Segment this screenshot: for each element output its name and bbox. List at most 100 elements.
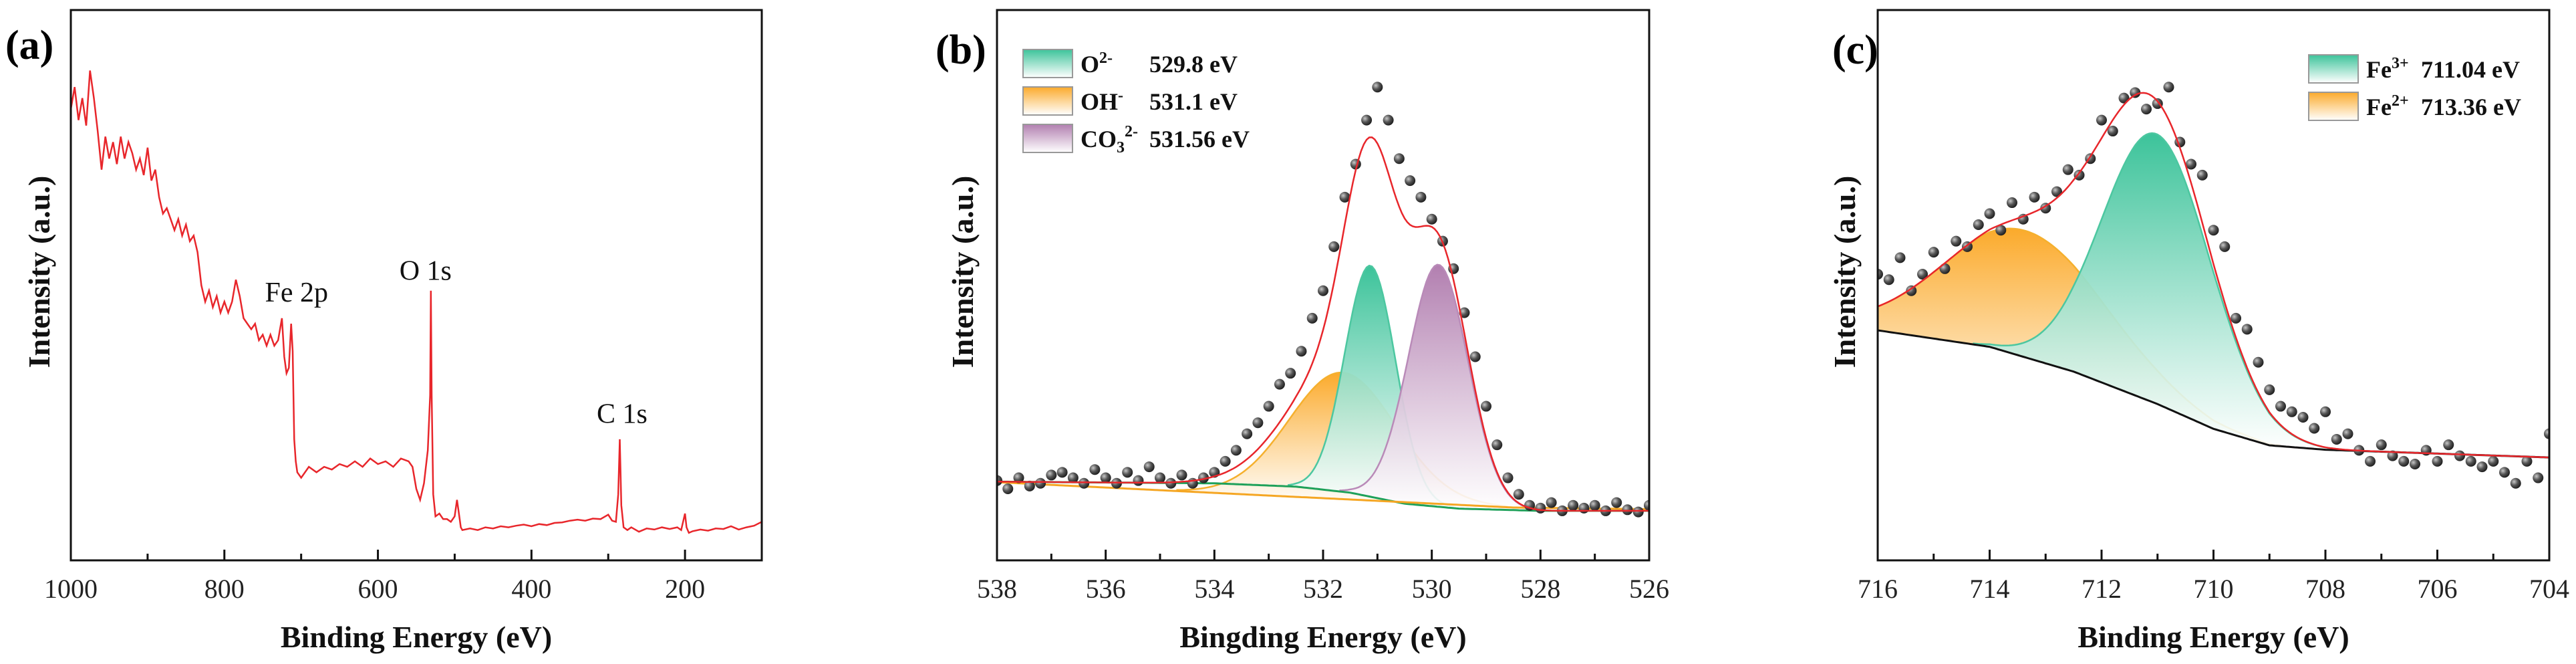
data-point <box>1481 401 1491 412</box>
data-point <box>2398 455 2410 467</box>
legend-ion: Fe <box>2366 56 2392 83</box>
x-tick-label: 704 <box>2529 574 2569 604</box>
data-point <box>1079 477 1090 489</box>
legend-value: 529.8 eV <box>1149 51 1238 78</box>
data-point <box>1632 506 1644 518</box>
peak-annotation: O 1s <box>400 255 452 286</box>
legend-sup: 2+ <box>2392 92 2409 110</box>
legend-label: CO32- <box>1081 123 1138 156</box>
legend-swatch <box>1022 124 1073 153</box>
data-point <box>1274 378 1285 390</box>
peak-annotation: C 1s <box>597 399 648 429</box>
data-point <box>2073 169 2085 181</box>
data-point <box>1995 225 2007 236</box>
x-tick-label: 712 <box>2082 574 2122 604</box>
data-point <box>1176 469 1187 481</box>
data-point <box>2286 406 2297 417</box>
data-point <box>2062 164 2073 175</box>
legend-value: 711.04 eV <box>2421 56 2520 83</box>
survey-line <box>71 70 762 534</box>
envelope-fit-line <box>1878 92 2549 459</box>
data-point <box>2320 406 2331 417</box>
panel-a: Fe 2p O 1s C 1s 1000 800 600 400 200 Binding Ene… <box>5 9 763 654</box>
legend-ion: CO <box>1081 126 1117 152</box>
data-point <box>1024 480 1035 491</box>
legend-sub: 3 <box>1117 139 1125 156</box>
data-point <box>2544 428 2549 439</box>
data-point <box>2521 455 2533 467</box>
data-point <box>1133 475 1144 486</box>
legend-swatch <box>1022 86 1073 116</box>
plot-area <box>71 70 762 534</box>
data-point <box>1469 351 1481 362</box>
component-fill <box>1973 133 2343 451</box>
x-tick-label: 534 <box>1194 574 1234 604</box>
x-axis-title: Bingding Energy (eV) <box>1179 620 1466 654</box>
x-tick-label: 708 <box>2305 574 2345 604</box>
data-point <box>1089 464 1101 475</box>
data-point <box>1285 368 1296 379</box>
data-point <box>2432 455 2443 467</box>
data-point <box>1122 467 1133 478</box>
data-point <box>1928 247 1939 258</box>
data-point <box>1013 472 1024 483</box>
y-axis-title: Intensity (a.u.) <box>946 176 980 368</box>
data-point <box>2465 455 2476 467</box>
data-point <box>2231 312 2241 324</box>
data-point <box>1513 489 1524 500</box>
x-tick-label: 538 <box>977 574 1017 604</box>
plot-area <box>997 82 1649 518</box>
legend-label: Fe2+ <box>2366 92 2409 120</box>
x-tick-label: 528 <box>1520 574 1560 604</box>
data-point <box>1393 153 1405 164</box>
data-point <box>2141 104 2152 115</box>
data-point <box>1046 469 1057 481</box>
data-point <box>2533 472 2544 483</box>
data-point <box>1459 307 1470 318</box>
data-point <box>1883 274 1894 286</box>
x-tick-label: 526 <box>1629 574 1669 604</box>
legend-sup: 2- <box>1125 123 1138 140</box>
data-point <box>2309 423 2320 434</box>
legend-swatch <box>2308 92 2359 121</box>
data-point <box>2007 197 2017 209</box>
data-point <box>2488 455 2499 467</box>
data-point <box>2096 114 2107 126</box>
data-point <box>2219 241 2231 252</box>
x-tick-label: 710 <box>2194 574 2234 604</box>
data-point <box>1951 235 1962 247</box>
y-axis-title: Intensity (a.u.) <box>1828 176 1862 368</box>
data-point <box>2342 428 2353 439</box>
legend-sup: 3+ <box>2392 55 2409 72</box>
data-point <box>2241 324 2253 335</box>
data-point <box>1415 191 1427 203</box>
legend-value: 531.56 eV <box>1149 126 1250 152</box>
data-point <box>1405 175 1416 187</box>
data-point <box>2253 356 2264 368</box>
x-tick-label: 530 <box>1412 574 1452 604</box>
data-point <box>2130 87 2141 98</box>
legend-value: 531.1 eV <box>1149 88 1238 115</box>
legend-label: OH- <box>1081 87 1123 115</box>
data-point <box>1568 500 1579 511</box>
data-point <box>1220 455 1231 467</box>
data-point <box>2186 158 2196 170</box>
data-point <box>1067 472 1079 483</box>
data-point <box>1578 502 1590 514</box>
data-point <box>2029 191 2040 203</box>
data-point <box>1198 472 1209 483</box>
x-tick-label: 716 <box>1858 574 1898 604</box>
x-tick-label: 800 <box>204 574 245 604</box>
data-point <box>1296 346 1307 357</box>
x-axis-title: Binding Energy (eV) <box>281 620 552 654</box>
data-point <box>1306 312 1318 324</box>
x-tick-label: 714 <box>1970 574 2010 604</box>
data-point <box>1318 285 1328 296</box>
envelope-fit-line <box>997 136 1649 512</box>
data-point <box>1035 477 1046 489</box>
data-point <box>1143 461 1155 473</box>
data-point <box>1546 497 1557 508</box>
